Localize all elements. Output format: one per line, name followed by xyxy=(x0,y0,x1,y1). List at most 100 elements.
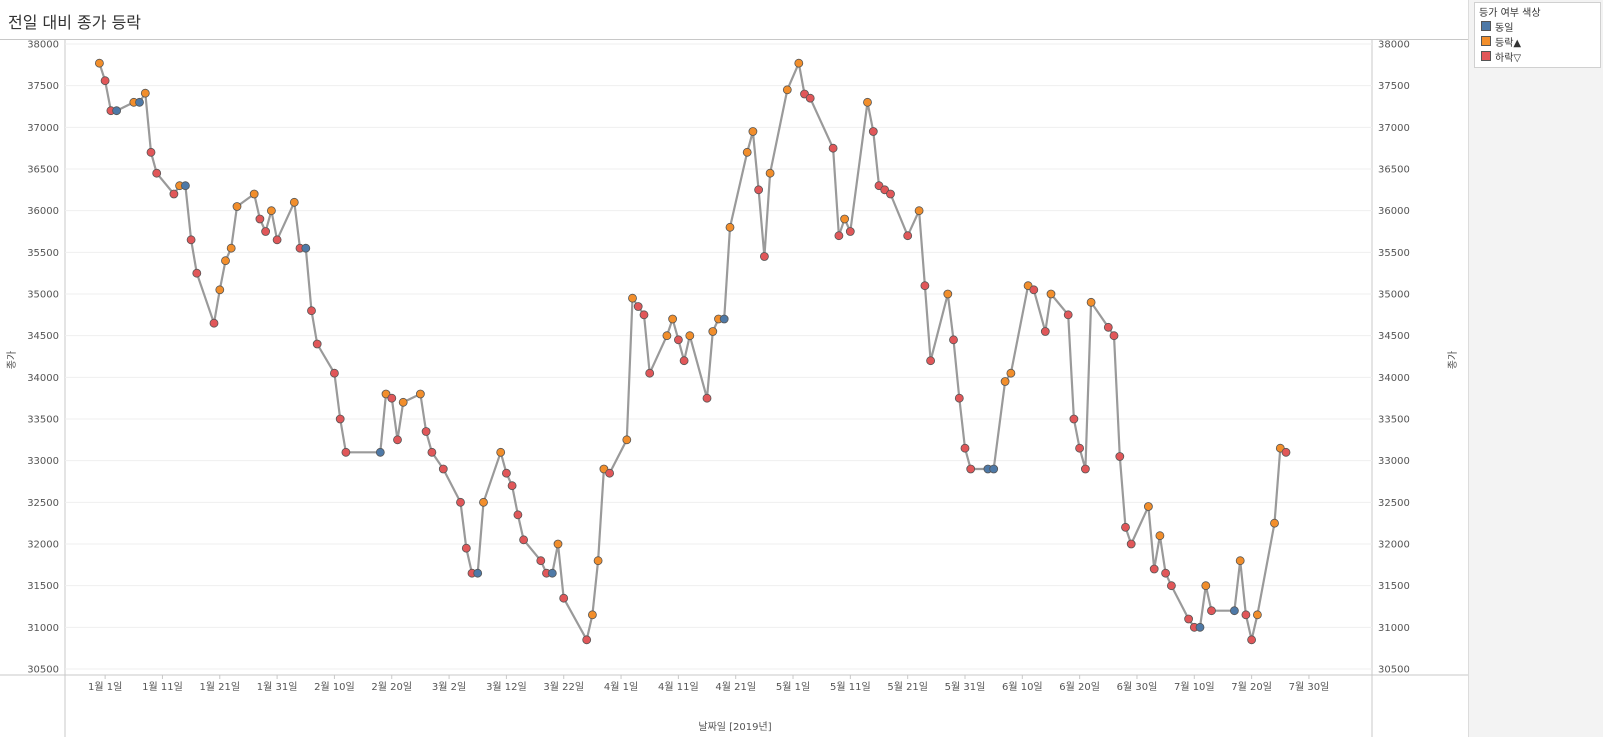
data-point-down[interactable]: 31500 xyxy=(1167,581,1176,591)
legend-item-down[interactable]: 하락▽ xyxy=(1481,49,1521,64)
data-point-up[interactable]: 31800 xyxy=(1235,556,1245,566)
data-point-up[interactable]: 36100 xyxy=(289,197,299,207)
data-point-same[interactable]: 37300 xyxy=(135,97,144,107)
data-point-up[interactable]: 35900 xyxy=(840,214,849,224)
data-point-up[interactable]: 31800 xyxy=(593,556,603,566)
data-point-down[interactable]: 34450 xyxy=(674,335,683,345)
data-point-up[interactable]: 32500 xyxy=(479,497,488,507)
data-point-down[interactable]: 33100 xyxy=(427,447,437,457)
data-point-up[interactable]: 35000 xyxy=(1046,289,1056,299)
data-point-same[interactable]: 31650 xyxy=(473,568,483,578)
data-point-down[interactable]: 36200 xyxy=(169,189,179,199)
data-point-down[interactable]: 34650 xyxy=(209,318,219,328)
data-point-up[interactable]: 34500 xyxy=(685,331,695,341)
data-point-down[interactable]: 33100 xyxy=(1281,447,1291,457)
data-point-down[interactable]: 33750 xyxy=(702,393,712,403)
data-point-down[interactable]: 32900 xyxy=(438,464,448,474)
data-point-down[interactable]: 35050 xyxy=(1029,285,1039,295)
data-point-up[interactable]: 33100 xyxy=(496,447,506,457)
data-point-down[interactable]: 34750 xyxy=(639,310,649,320)
data-point-same[interactable]: 31200 xyxy=(1230,606,1239,616)
data-point-down[interactable]: 32850 xyxy=(501,468,511,478)
data-point-up[interactable]: 32450 xyxy=(1144,502,1153,511)
data-point-up[interactable]: 37770 xyxy=(794,58,804,68)
data-point-up[interactable]: 35400 xyxy=(221,256,230,266)
data-point-down[interactable]: 34850 xyxy=(633,302,643,311)
data-point-down[interactable]: 36200 xyxy=(886,189,895,199)
data-point-up[interactable]: 36950 xyxy=(748,127,758,136)
data-point-down[interactable]: 31650 xyxy=(1161,568,1170,578)
data-point-down[interactable]: 33350 xyxy=(421,427,431,436)
data-point-up[interactable]: 37770 xyxy=(95,58,104,68)
data-point-down[interactable]: 32200 xyxy=(1121,522,1130,532)
data-point-same[interactable]: 36300 xyxy=(180,181,190,191)
data-point-up[interactable]: 31150 xyxy=(1253,610,1262,620)
data-point-down[interactable]: 35700 xyxy=(903,231,913,241)
data-point-same[interactable]: 35550 xyxy=(301,243,311,253)
data-point-up[interactable]: 31500 xyxy=(1201,581,1211,591)
data-point-up[interactable]: 37300 xyxy=(863,97,872,107)
data-point-same[interactable]: 31000 xyxy=(1195,622,1205,632)
data-point-down[interactable]: 33250 xyxy=(393,435,402,445)
data-point-down[interactable]: 33500 xyxy=(1069,414,1079,424)
data-point-down[interactable]: 31800 xyxy=(536,556,546,566)
data-point-down[interactable]: 37350 xyxy=(805,93,815,103)
data-point-down[interactable]: 34050 xyxy=(645,368,655,378)
data-point-down[interactable]: 35650 xyxy=(186,235,196,245)
data-point-same[interactable]: 33100 xyxy=(375,447,385,457)
data-point-up[interactable]: 34550 xyxy=(708,327,718,336)
data-point-down[interactable]: 33150 xyxy=(1075,443,1084,453)
data-point-up[interactable]: 35000 xyxy=(943,289,953,299)
data-point-down[interactable]: 33050 xyxy=(1115,452,1125,461)
data-point-down[interactable]: 35750 xyxy=(845,227,855,236)
data-point-down[interactable]: 30850 xyxy=(582,635,592,645)
data-point-down[interactable]: 31700 xyxy=(1149,564,1159,574)
chart-series[interactable]: 3777037560372003720037300373003741036700… xyxy=(95,58,1291,645)
data-point-down[interactable]: 33150 xyxy=(960,443,970,453)
data-point-down[interactable]: 31100 xyxy=(1184,614,1193,624)
data-point-up[interactable]: 37410 xyxy=(140,88,150,98)
data-point-down[interactable]: 36250 xyxy=(754,185,763,195)
data-point-down[interactable]: 34050 xyxy=(329,368,339,378)
data-point-down[interactable]: 35700 xyxy=(834,231,844,241)
data-point-down[interactable]: 32000 xyxy=(1126,539,1136,549)
data-point-down[interactable]: 33500 xyxy=(335,414,345,424)
data-point-same[interactable]: 32900 xyxy=(989,464,999,474)
data-point-down[interactable]: 32350 xyxy=(513,510,523,520)
data-point-up[interactable]: 34050 xyxy=(1006,368,1016,378)
data-point-down[interactable]: 32850 xyxy=(605,468,614,478)
data-point-down[interactable]: 37560 xyxy=(100,76,110,86)
data-point-down[interactable]: 34200 xyxy=(679,356,689,366)
data-point-up[interactable]: 35050 xyxy=(215,285,225,295)
data-point-down[interactable]: 35900 xyxy=(255,214,265,224)
data-point-up[interactable]: 36050 xyxy=(232,202,242,211)
data-point-down[interactable]: 34450 xyxy=(949,335,958,345)
data-point-down[interactable]: 33750 xyxy=(954,393,964,403)
data-point-up[interactable]: 33950 xyxy=(1000,377,1010,386)
data-point-down[interactable]: 31350 xyxy=(559,593,569,603)
data-point-up[interactable]: 35800 xyxy=(725,222,735,232)
data-point-down[interactable]: 31200 xyxy=(1207,606,1216,616)
data-point-down[interactable]: 34600 xyxy=(1103,322,1113,332)
data-point-up[interactable]: 37450 xyxy=(782,85,792,95)
data-point-down[interactable]: 32700 xyxy=(507,481,517,491)
data-point-down[interactable]: 32900 xyxy=(966,464,976,474)
data-point-down[interactable]: 36950 xyxy=(868,127,878,136)
legend-item-up[interactable]: 등락▲ xyxy=(1481,34,1521,49)
data-point-up[interactable]: 36700 xyxy=(742,147,752,157)
data-point-down[interactable]: 35650 xyxy=(272,235,282,245)
color-legend[interactable]: 등가 여부 색상 동일 등락▲ 하락▽ xyxy=(1474,2,1601,68)
data-point-down[interactable]: 34800 xyxy=(307,306,316,316)
data-point-down[interactable]: 35100 xyxy=(920,281,930,291)
data-point-up[interactable]: 36200 xyxy=(249,189,259,199)
data-point-down[interactable]: 34500 xyxy=(1109,331,1119,341)
data-point-same[interactable]: 31650 xyxy=(547,568,557,578)
data-point-down[interactable]: 34750 xyxy=(1063,310,1073,320)
data-point-down[interactable]: 34550 xyxy=(1040,327,1050,336)
data-point-down[interactable]: 35450 xyxy=(760,252,769,261)
data-point-up[interactable]: 36000 xyxy=(914,206,924,216)
data-point-down[interactable]: 36750 xyxy=(828,143,838,153)
data-point-down[interactable]: 34400 xyxy=(312,339,322,349)
data-point-up[interactable]: 34950 xyxy=(628,293,637,303)
data-point-up[interactable]: 34700 xyxy=(668,314,677,324)
